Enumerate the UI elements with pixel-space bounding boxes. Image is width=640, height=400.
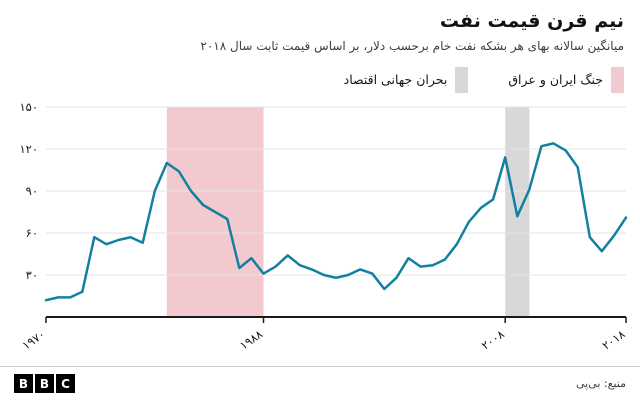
chart-legend: جنگ ایران و عراق بحران جهانی اقتصاد [0, 53, 640, 93]
legend-item-iran-iraq-war: جنگ ایران و عراق [508, 66, 624, 93]
oil-price-line-chart: ۳۰ ۶۰ ۹۰ ۱۲۰ ۱۵۰ ۱۹۷۰ ۱۹۸۸ ۲۰۰۸ ۲۰۱۸ [19, 100, 628, 353]
oil-price-line [44, 141, 628, 302]
x-axis-label: ۱۹۸۸ [237, 327, 265, 353]
y-axis-label: ۳۰ [26, 268, 38, 282]
x-axis-label: ۲۰۰۸ [479, 327, 507, 353]
bbc-logo-block: B [35, 374, 54, 393]
bbc-logo: B B C [14, 374, 75, 393]
source-note: منبع: بی‌پی [575, 377, 626, 390]
bbc-logo-block: B [14, 374, 33, 393]
x-axis-label: ۱۹۷۰ [19, 327, 47, 353]
bbc-logo-block: C [56, 374, 75, 393]
y-axis-label: ۱۲۰ [19, 142, 38, 156]
page-footer: B B C منبع: بی‌پی [0, 366, 640, 400]
legend-label-crisis: بحران جهانی اقتصاد [343, 72, 448, 88]
y-axis-label: ۶۰ [26, 226, 38, 240]
war-band-swatch [611, 66, 624, 93]
crisis-band-swatch [455, 66, 469, 93]
chart-header: نیم قرن قیمت نفت میانگین سالانه بهای هر … [0, 0, 640, 53]
y-axis-label: ۹۰ [26, 184, 38, 198]
y-axis-label: ۱۵۰ [19, 100, 38, 114]
page-title: نیم قرن قیمت نفت [439, 10, 624, 32]
x-axis-label: ۲۰۱۸ [599, 327, 627, 353]
legend-item-global-crisis: بحران جهانی اقتصاد [343, 66, 469, 93]
legend-label-war: جنگ ایران و عراق [508, 72, 603, 88]
page-subtitle: میانگین سالانه بهای هر بشکه نفت خام برحس… [200, 38, 624, 53]
